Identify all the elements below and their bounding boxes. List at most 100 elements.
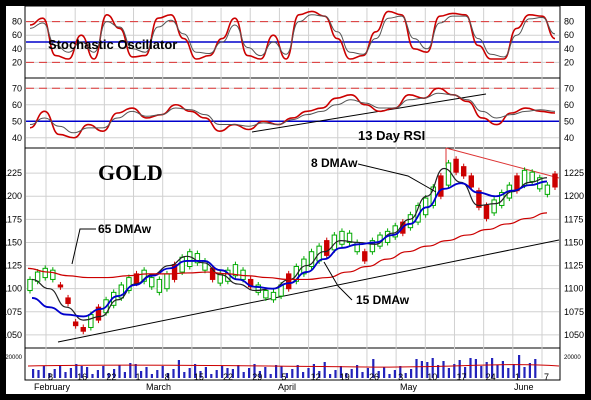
volume-bar <box>345 373 348 378</box>
volume-bar <box>123 372 126 378</box>
volume-bar <box>399 366 402 378</box>
y-tick-label-right: 40 <box>564 44 574 54</box>
candle-body <box>232 264 239 277</box>
volume-bar <box>118 365 121 378</box>
x-tick-label: 1 <box>515 372 520 382</box>
volume-bar <box>339 366 342 378</box>
volume-bar <box>302 372 305 378</box>
y-tick-label-left: 40 <box>12 44 22 54</box>
stochastic-series <box>29 10 556 60</box>
candle-body <box>42 267 48 279</box>
annotation-65-dmaw-leader <box>71 228 96 265</box>
volume-average-line <box>27 364 560 368</box>
candle-body <box>438 175 444 197</box>
volume-bar <box>59 365 62 378</box>
volume-bar <box>150 374 153 378</box>
candle-body <box>255 284 261 293</box>
volume-bar <box>194 364 197 378</box>
candle-body <box>141 269 147 282</box>
annotation-15-dmaw-leader <box>323 261 353 301</box>
y-tick-label-left: 20 <box>12 57 22 67</box>
candle-body <box>57 284 64 288</box>
volume-bar <box>258 371 261 378</box>
candle-body <box>308 251 315 267</box>
rsi-line-0 <box>29 87 556 139</box>
candle-body <box>483 204 490 219</box>
annotation-15-dmaw-text: 15 DMAw <box>356 293 410 307</box>
candle-body <box>491 199 497 214</box>
volume-bar <box>285 373 288 378</box>
candle-body <box>362 251 368 262</box>
volume-tick-right: 20000 <box>564 355 581 361</box>
volume-bars <box>27 355 560 378</box>
x-tick-label: 8 <box>48 372 53 382</box>
volume-bar <box>480 366 483 378</box>
candle-body <box>468 175 475 188</box>
y-tick-label-left: 1075 <box>6 307 22 317</box>
volume-bar <box>156 370 159 378</box>
x-tick-label: 26 <box>369 372 379 382</box>
rsi-line-1 <box>29 92 556 134</box>
candle-body <box>171 264 178 280</box>
candle-body <box>293 265 300 282</box>
annotation-8-dmaw-text: 8 DMAw <box>311 156 358 170</box>
y-tick-label-left: 1050 <box>6 330 22 340</box>
volume-bar <box>37 370 40 378</box>
x-tick-label: 22 <box>106 372 116 382</box>
x-tick-label: 15 <box>194 372 204 382</box>
annotation-8-dmaw: 8 DMAw <box>311 156 437 193</box>
volume-bar <box>183 372 186 378</box>
volume-bar <box>107 373 110 378</box>
volume-bar <box>172 369 175 378</box>
price-resistance-trendline <box>445 147 560 179</box>
y-tick-label-right: 1150 <box>564 237 583 247</box>
volume-bar <box>280 366 283 378</box>
rsi-label: 13 Day RSI <box>358 128 425 143</box>
y-tick-label-right: 1225 <box>564 168 584 178</box>
volume-bar <box>415 359 418 378</box>
volume-bar <box>453 364 456 378</box>
y-tick-label-right: 20 <box>564 57 574 67</box>
volume-bar <box>96 370 99 378</box>
month-label-february: February <box>34 382 71 392</box>
volume-bar <box>485 362 488 378</box>
volume-bar <box>161 366 164 378</box>
volume-bar <box>275 365 278 378</box>
candle-body <box>247 278 254 288</box>
rsi-trendline <box>251 93 487 133</box>
month-label-march: March <box>146 382 171 392</box>
volume-bar <box>350 369 353 378</box>
volume-bar <box>64 372 67 378</box>
volume-bar <box>501 361 504 378</box>
volume-bar <box>75 364 78 378</box>
volume-bar <box>307 368 310 378</box>
volume-bar <box>167 373 170 378</box>
candle-body <box>72 321 79 327</box>
volume-bar <box>264 367 267 378</box>
volume-bar <box>69 368 72 378</box>
y-tick-label-right: 60 <box>564 100 574 110</box>
volume-bar <box>231 369 234 378</box>
volume-bar <box>269 374 272 378</box>
y-tick-label-right: 70 <box>564 83 574 93</box>
x-tick-label: 29 <box>252 372 262 382</box>
volume-bar <box>188 368 191 378</box>
candle-body <box>544 184 551 195</box>
volume-bar <box>377 371 380 378</box>
candle-body <box>453 158 459 173</box>
volume-bar <box>469 358 472 378</box>
y-tick-label-left: 70 <box>12 83 22 93</box>
candle-body <box>521 169 528 186</box>
candle-body <box>552 173 558 188</box>
volume-bar <box>474 359 477 378</box>
candle-body <box>422 197 429 216</box>
volume-bar <box>334 370 337 378</box>
x-tick-label: 3 <box>398 372 403 382</box>
volume-bar <box>140 371 143 378</box>
volume-bar <box>393 370 396 378</box>
volume-panel-frame <box>24 347 561 381</box>
volume-bar <box>356 365 359 378</box>
